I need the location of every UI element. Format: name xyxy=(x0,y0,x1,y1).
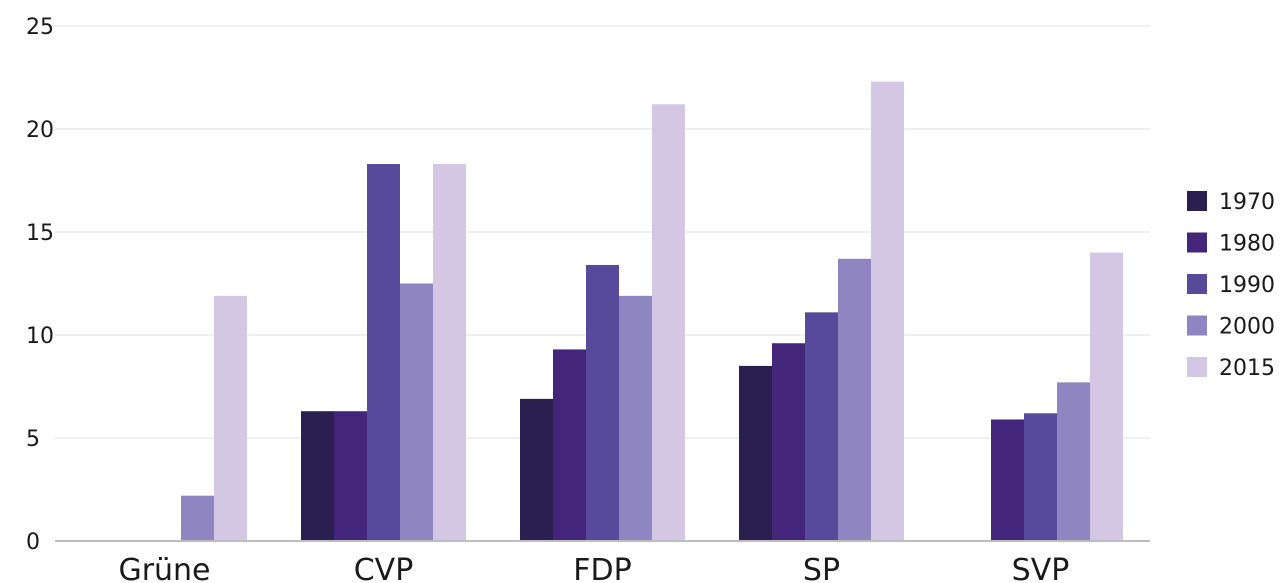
y-tick-label: 15 xyxy=(26,221,54,246)
bar-1970 xyxy=(739,365,772,541)
y-tick-label: 5 xyxy=(26,427,40,452)
bar-1990 xyxy=(367,164,400,541)
bar-2000 xyxy=(400,283,433,541)
bars xyxy=(181,81,1123,542)
bar-2000 xyxy=(181,495,214,541)
legend-label: 1970 xyxy=(1219,190,1275,215)
x-category-label: Grüne xyxy=(118,553,210,583)
bar-1980 xyxy=(334,411,367,541)
bar-1980 xyxy=(772,343,805,541)
bar-2000 xyxy=(1057,382,1090,541)
legend-swatch xyxy=(1187,274,1207,294)
legend-swatch xyxy=(1187,232,1207,253)
legend-label: 1980 xyxy=(1219,232,1275,257)
x-category-label: SVP xyxy=(1012,553,1070,583)
bar-2015 xyxy=(433,164,466,541)
bar-1990 xyxy=(805,312,838,541)
bar-1990 xyxy=(1024,413,1057,541)
bar-2015 xyxy=(871,81,904,542)
y-tick-label: 0 xyxy=(26,530,40,555)
bar-1970 xyxy=(520,398,553,541)
legend-swatch xyxy=(1187,357,1207,377)
legend-label: 2015 xyxy=(1219,356,1275,381)
bar-2000 xyxy=(619,295,652,541)
x-axis-categories: Grüne CVP FDP SP SVP xyxy=(118,553,1069,583)
bar-2000 xyxy=(838,258,871,541)
x-category-label: FDP xyxy=(573,553,631,583)
bar-2015 xyxy=(1090,252,1123,541)
x-category-label: CVP xyxy=(354,553,414,583)
bar-1990 xyxy=(586,264,619,541)
x-category-label: SP xyxy=(803,553,840,583)
legend-label: 2000 xyxy=(1219,315,1275,340)
bar-1970 xyxy=(301,411,334,541)
legend-swatch xyxy=(1187,315,1207,336)
bar-1980 xyxy=(991,419,1024,541)
bar-2015 xyxy=(214,295,247,541)
bar-2015 xyxy=(652,104,685,541)
bar-1980 xyxy=(553,349,586,541)
y-tick-label: 25 xyxy=(26,15,54,40)
y-axis-ticks: 0 5 10 15 20 25 xyxy=(26,15,54,555)
y-tick-label: 20 xyxy=(26,118,54,143)
legend-label: 1990 xyxy=(1219,273,1275,298)
y-tick-label: 10 xyxy=(26,324,54,349)
legend-swatch xyxy=(1187,191,1207,211)
legend: 1970 1980 1990 2000 2015 xyxy=(1187,190,1275,381)
